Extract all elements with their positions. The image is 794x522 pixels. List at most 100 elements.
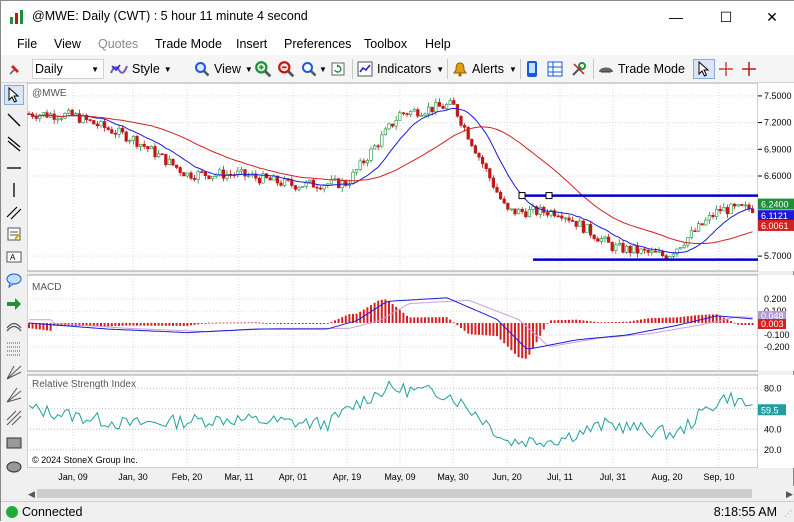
minimize-button[interactable]: — bbox=[669, 9, 683, 25]
chart-area[interactable]: ◀ ▶ @MWE MACD Relative Strength Index © 202… bbox=[27, 83, 794, 501]
ellipse-tool-icon[interactable] bbox=[4, 457, 24, 477]
macd-histogram-bar bbox=[280, 323, 282, 324]
macd-histogram-bar bbox=[366, 307, 369, 323]
scroll-right-icon[interactable]: ▶ bbox=[786, 489, 793, 499]
alerts-button[interactable]: Alerts ▼ bbox=[452, 59, 517, 79]
close-button[interactable]: ✕ bbox=[766, 8, 778, 25]
parallel-lines-icon[interactable] bbox=[4, 202, 24, 222]
pin-icon[interactable] bbox=[7, 59, 23, 79]
status-bar: Connected 8:18:55 AM ⋰ bbox=[1, 501, 794, 522]
candle bbox=[506, 202, 510, 210]
candle bbox=[462, 125, 467, 128]
macd-histogram-bar bbox=[240, 322, 243, 324]
line-handle[interactable] bbox=[545, 192, 553, 200]
macd-histogram-bar bbox=[449, 319, 452, 323]
phone-icon[interactable] bbox=[525, 59, 539, 79]
view-button[interactable]: View ▼ bbox=[194, 59, 253, 79]
macd-histogram-bar bbox=[636, 320, 639, 323]
zoom-in-icon[interactable] bbox=[254, 59, 272, 79]
macd-histogram-bar bbox=[524, 323, 527, 359]
grid-view-icon[interactable] bbox=[547, 59, 563, 79]
price-axis[interactable] bbox=[758, 83, 794, 271]
crosshair-dot-icon[interactable] bbox=[718, 59, 734, 79]
macd-histogram-bar bbox=[269, 323, 272, 324]
line-handle[interactable] bbox=[518, 192, 526, 200]
candle bbox=[426, 106, 431, 115]
candle bbox=[218, 169, 222, 176]
crosshair-icon[interactable] bbox=[741, 59, 757, 79]
date-axis bbox=[27, 468, 758, 486]
macd-histogram-bar bbox=[506, 323, 509, 347]
rectangle-tool-icon[interactable] bbox=[4, 433, 24, 453]
interval-select[interactable]: Daily ▼ bbox=[32, 59, 104, 79]
vertical-line-icon[interactable] bbox=[4, 180, 24, 200]
arc-icon[interactable] bbox=[4, 316, 24, 336]
macd-histogram-bar bbox=[668, 317, 671, 323]
speed-lines-icon[interactable] bbox=[4, 385, 24, 405]
maximize-button[interactable]: ☐ bbox=[719, 8, 733, 25]
candle bbox=[635, 245, 639, 254]
candle bbox=[203, 171, 208, 177]
text-label-icon[interactable]: A bbox=[4, 248, 24, 268]
candle bbox=[689, 230, 693, 238]
menu-trade-mode[interactable]: Trade Mode bbox=[155, 37, 222, 51]
refresh-icon[interactable] bbox=[330, 59, 346, 79]
candle bbox=[211, 176, 215, 179]
candle bbox=[390, 123, 395, 127]
macd-tag bbox=[758, 311, 786, 321]
menu-view[interactable]: View bbox=[54, 37, 81, 51]
svg-text:A: A bbox=[10, 253, 16, 262]
candle bbox=[671, 253, 675, 257]
tools-icon[interactable] bbox=[571, 59, 587, 79]
resize-grip-icon[interactable]: ⋰ bbox=[784, 509, 792, 518]
channel-icon[interactable] bbox=[4, 134, 24, 154]
andrews-pitchfork-icon[interactable] bbox=[4, 408, 24, 428]
macd-histogram-bar bbox=[406, 315, 408, 323]
candle bbox=[103, 121, 107, 129]
gann-fan-icon[interactable] bbox=[4, 362, 24, 382]
menu-insert[interactable]: Insert bbox=[236, 37, 268, 51]
menu-file[interactable]: File bbox=[17, 37, 38, 51]
comment-icon[interactable] bbox=[4, 270, 24, 290]
note-icon[interactable] bbox=[4, 224, 24, 244]
scrollbar-thumb[interactable] bbox=[37, 489, 752, 498]
macd-histogram-bar bbox=[143, 323, 146, 326]
menu-help[interactable]: Help bbox=[425, 37, 451, 51]
candle bbox=[603, 236, 607, 240]
pointer-tool-button[interactable] bbox=[693, 59, 715, 79]
macd-histogram-bar bbox=[290, 323, 293, 324]
chart-canvas[interactable]: ◀ ▶ @MWE MACD Relative Strength Index © 202… bbox=[27, 83, 794, 501]
menu-quotes[interactable]: Quotes bbox=[98, 37, 139, 51]
macd-histogram-bar bbox=[272, 323, 275, 324]
trend-line-icon[interactable] bbox=[4, 110, 24, 130]
macd-histogram-bar bbox=[348, 314, 351, 323]
candle bbox=[423, 113, 427, 116]
arrow-right-icon[interactable] bbox=[4, 294, 24, 314]
candle bbox=[300, 186, 305, 188]
zoom-menu-button[interactable]: ▼ bbox=[301, 59, 327, 79]
macd-histogram-bar bbox=[326, 323, 329, 324]
macd-histogram-bar bbox=[614, 322, 617, 323]
menu-preferences[interactable]: Preferences bbox=[284, 37, 352, 51]
select-tool-icon[interactable] bbox=[4, 85, 24, 105]
price-tick-label: 7.2000 bbox=[764, 118, 792, 128]
price-tag-label: 6.0061 bbox=[761, 221, 789, 231]
candle bbox=[592, 234, 596, 239]
macd-histogram-bar bbox=[193, 323, 196, 325]
rsi-axis[interactable] bbox=[758, 375, 794, 468]
scroll-left-icon[interactable]: ◀ bbox=[28, 489, 35, 499]
candle bbox=[282, 178, 287, 186]
style-button[interactable]: Style ▼ bbox=[110, 59, 172, 79]
zoom-out-icon[interactable] bbox=[277, 59, 295, 79]
candle bbox=[444, 104, 449, 109]
trade-mode-button[interactable]: Trade Mode bbox=[598, 59, 685, 79]
candle bbox=[484, 163, 488, 169]
menu-toolbox[interactable]: Toolbox bbox=[364, 37, 408, 51]
macd-histogram-bar bbox=[38, 323, 41, 330]
macd-histogram-bar bbox=[409, 317, 412, 323]
fibonacci-icon[interactable] bbox=[4, 338, 24, 358]
price-pane[interactable] bbox=[27, 83, 759, 272]
candle bbox=[736, 204, 740, 207]
horizontal-line-icon[interactable] bbox=[4, 158, 24, 178]
indicators-button[interactable]: Indicators ▼ bbox=[357, 59, 444, 79]
